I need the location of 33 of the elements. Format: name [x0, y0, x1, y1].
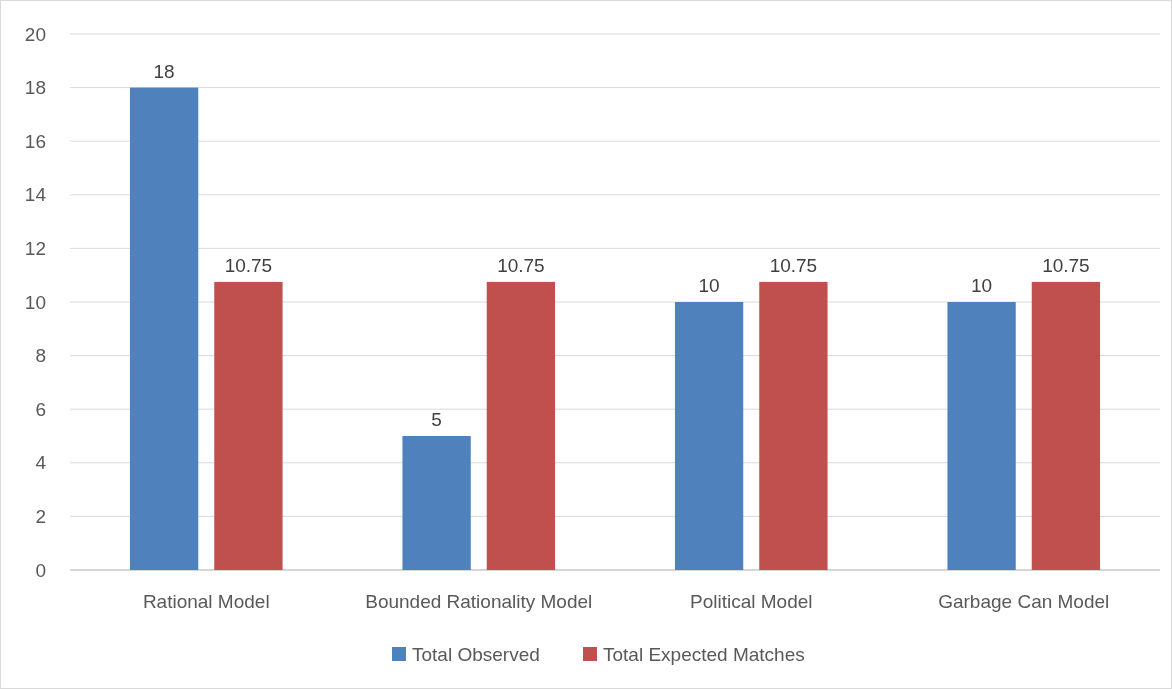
bar	[402, 436, 471, 570]
data-label: 10.75	[497, 254, 545, 276]
y-tick-label: 2	[35, 506, 46, 528]
y-tick-label: 4	[35, 452, 47, 474]
bar	[674, 302, 744, 570]
bar	[486, 281, 556, 570]
x-tick-label: Rational Model	[142, 591, 270, 612]
x-tick-label: Garbage Can Model	[938, 591, 1110, 612]
y-tick-label: 16	[24, 130, 46, 152]
bar	[129, 87, 199, 570]
data-label: 10.75	[224, 254, 273, 276]
y-tick-label: 12	[24, 238, 46, 260]
bar	[1031, 281, 1101, 570]
y-tick-label: 8	[35, 345, 46, 367]
legend-label: Total Expected Matches	[603, 643, 805, 665]
data-label: 18	[153, 60, 175, 82]
y-tick-label: 18	[24, 77, 46, 99]
x-tick-label: Bounded Rationality Model	[365, 591, 593, 612]
bar	[759, 281, 828, 570]
data-label: 10	[698, 275, 720, 296]
y-tick-label: 0	[35, 559, 46, 581]
data-label: 10.75	[769, 254, 818, 276]
bar	[214, 281, 283, 570]
y-tick-label: 6	[35, 398, 46, 420]
legend-label: Total Observed	[412, 643, 540, 665]
data-label: 10	[971, 275, 993, 296]
y-tick-label: 14	[24, 184, 47, 206]
data-label: 10.75	[1042, 254, 1090, 276]
bar	[947, 302, 1016, 570]
data-label: 5	[431, 409, 442, 430]
y-tick-label: 10	[24, 291, 46, 313]
x-tick-label: Political Model	[690, 591, 813, 612]
y-tick-label: 20	[24, 23, 46, 45]
